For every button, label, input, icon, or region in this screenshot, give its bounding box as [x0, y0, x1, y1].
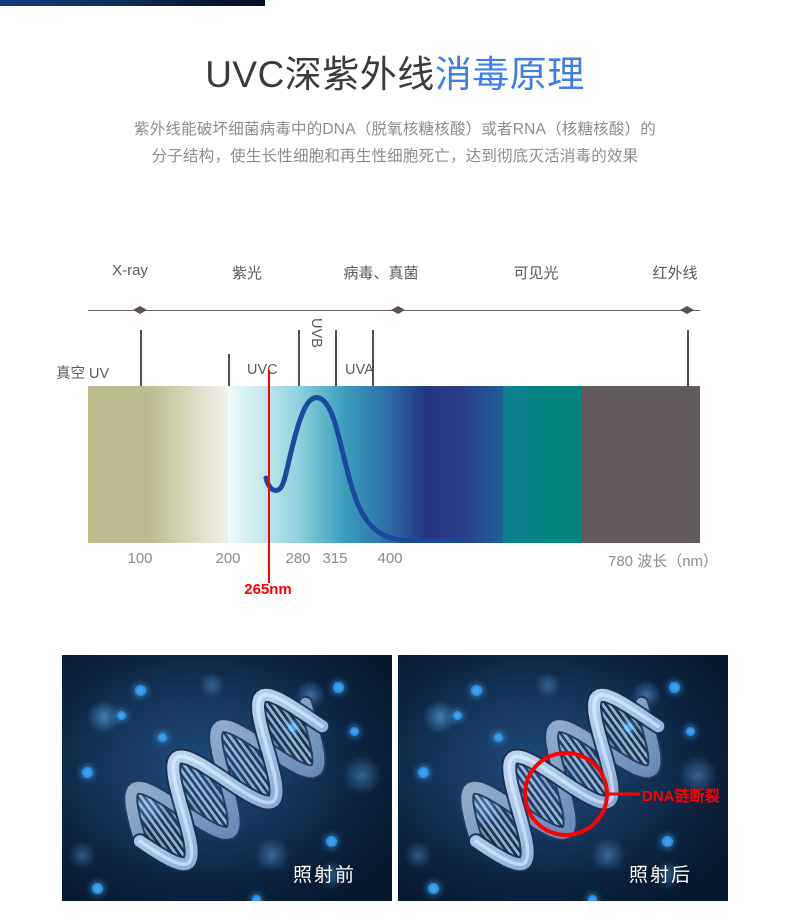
band-label-2: 病毒、真菌	[343, 265, 419, 282]
background-bokeh-5	[535, 672, 561, 698]
dna-helix-graphic	[459, 686, 667, 873]
dna-card-after: DNA链断裂照射后	[398, 655, 728, 901]
dna-card-before: 照射前	[62, 655, 392, 901]
spectrum-segment-khaki-fade	[148, 386, 228, 543]
particle-dot-9	[588, 895, 597, 901]
axis-bowtie-marker-2	[680, 306, 694, 315]
particle-dot-0	[135, 685, 146, 696]
particle-dot-1	[333, 682, 344, 693]
particle-dot-3	[662, 836, 673, 847]
particle-dot-5	[117, 711, 126, 720]
particle-dot-3	[326, 836, 337, 847]
dna-card-caption: 照射后	[628, 865, 692, 886]
page-title: UVC深紫外线消毒原理	[0, 52, 790, 98]
particle-dot-6	[494, 733, 503, 742]
background-bokeh-0	[423, 700, 457, 734]
band-label-0: X-ray	[112, 262, 148, 279]
particle-dot-4	[92, 883, 103, 894]
spectrum-segment-uvc-pale	[228, 386, 298, 543]
dna-card-caption: 照射前	[292, 865, 356, 886]
band-label-3: 可见光	[513, 265, 559, 282]
previous-section-edge-strip	[0, 0, 265, 6]
axis-bowtie-marker-1	[391, 306, 405, 315]
band-axis-line	[88, 306, 700, 314]
wavelength-tick-2: 280	[285, 550, 311, 567]
spectrum-figure: X-ray 紫光 病毒、真菌 可见光 红外线 真空 UV UVC UVB UVA 265nm …	[0, 262, 790, 607]
wavelength-tick-3: 315	[322, 550, 348, 567]
uv-band-label-uvc: UVC	[247, 362, 278, 378]
marker-265nm-label: 265nm	[244, 581, 292, 598]
dna-break-label: DNA链断裂	[642, 788, 720, 805]
background-bokeh-2	[342, 755, 382, 795]
uv-band-label-uva: UVA	[345, 362, 374, 378]
wavelength-tick-1: 200	[215, 550, 241, 567]
particle-dot-8	[686, 727, 695, 736]
page-subtitle: 紫外线能破坏细菌病毒中的DNA（脱氧核糖核酸）或者RNA（核糖核酸）的分子结构，…	[134, 121, 656, 165]
page-title-accent: 消毒原理	[434, 54, 585, 95]
particle-dot-2	[82, 767, 93, 778]
particle-dot-8	[350, 727, 359, 736]
particle-dot-6	[158, 733, 167, 742]
uv-band-label-uvb: UVB	[308, 318, 324, 348]
background-bokeh-6	[653, 860, 683, 890]
spectrum-segment-visible-teal	[503, 386, 582, 543]
particle-dot-5	[453, 711, 462, 720]
particle-dot-9	[252, 895, 261, 901]
background-bokeh-4	[590, 837, 626, 873]
dna-helix-graphic	[123, 686, 331, 873]
particle-dot-1	[669, 682, 680, 693]
marker-265nm-line	[268, 370, 270, 583]
wavelength-tick-4: 400	[377, 550, 403, 567]
background-bokeh-0	[87, 700, 121, 734]
background-bokeh-7	[68, 841, 96, 869]
particle-dot-0	[471, 685, 482, 696]
dna-break-annotation	[523, 751, 640, 837]
uv-band-label-真空-uv: 真空 UV	[56, 366, 110, 382]
background-bokeh-6	[317, 860, 347, 890]
spectrum-color-bar	[88, 386, 700, 543]
background-bokeh-7	[404, 841, 432, 869]
spectrum-segment-uva-blue	[458, 386, 503, 543]
wavelength-tick-0: 100	[127, 550, 153, 567]
axis-bowtie-marker-0	[133, 306, 147, 315]
header: UVC深紫外线消毒原理 紫外线能破坏细菌病毒中的DNA（脱氧核糖核酸）或者RNA…	[0, 52, 790, 170]
spectrum-segment-khaki	[88, 386, 148, 543]
band-label-1: 紫光	[231, 265, 263, 282]
background-bokeh-2	[678, 755, 718, 795]
background-bokeh-5	[199, 672, 225, 698]
background-bokeh-4	[254, 837, 290, 873]
wavelength-tick-5: 780 波长（nm）	[608, 553, 719, 570]
spectrum-segment-visible-gray	[582, 386, 700, 543]
band-label-4: 红外线	[652, 265, 698, 282]
dna-comparison-row: 照射前 DNA链断裂照射后	[62, 655, 728, 901]
spectrum-segment-uvb-navy	[388, 386, 458, 543]
spectrum-segment-uvc-teal	[298, 386, 388, 543]
particle-dot-4	[428, 883, 439, 894]
page-title-main: UVC深紫外线	[205, 54, 435, 95]
particle-dot-2	[418, 767, 429, 778]
